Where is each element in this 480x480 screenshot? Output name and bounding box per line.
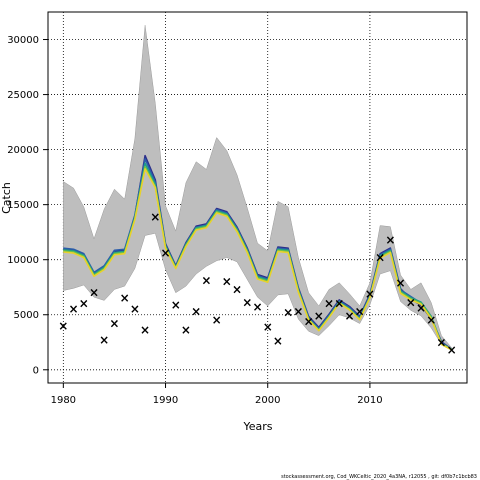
- x-tick-label: 2010: [357, 395, 382, 406]
- y-tick-label: 25000: [7, 90, 39, 101]
- observed-marker: ×: [181, 323, 191, 337]
- y-tick-label: 0: [33, 365, 39, 376]
- observed-marker: ×: [324, 297, 334, 311]
- observed-marker: ×: [120, 291, 130, 305]
- observed-marker: ×: [150, 210, 160, 224]
- observed-marker: ×: [201, 274, 211, 288]
- observed-marker: ×: [304, 314, 314, 328]
- observed-marker: ×: [222, 275, 232, 289]
- observed-marker: ×: [160, 246, 170, 260]
- axes: [47, 11, 468, 384]
- observed-marker: ×: [232, 282, 242, 296]
- observed-marker: ×: [140, 323, 150, 337]
- y-tick-label: 20000: [7, 145, 39, 156]
- observed-marker: ×: [406, 296, 416, 310]
- observed-marker: ×: [212, 313, 222, 327]
- observed-catch-markers: ×× ××××××××××××××××× ×××× ×× ×× ×× ×××××× ××××: [58, 210, 456, 357]
- observed-marker: ×: [79, 297, 89, 311]
- observed-marker: ×: [344, 309, 354, 323]
- observed-marker: ×: [109, 317, 119, 331]
- observed-marker: ×: [242, 296, 252, 310]
- observed-marker: ×: [355, 304, 365, 318]
- observed-marker: ×: [385, 233, 395, 247]
- y-tick-label: 15000: [7, 200, 39, 211]
- observed-marker: ×: [99, 333, 109, 347]
- observed-marker: ×: [396, 276, 406, 290]
- x-axis-title: Years: [242, 420, 272, 433]
- observed-marker: ×: [365, 287, 375, 301]
- observed-marker: ×: [293, 304, 303, 318]
- series-line-5: [63, 168, 453, 351]
- observed-marker: ×: [263, 320, 273, 334]
- x-tick-label: 2000: [255, 395, 280, 406]
- observed-marker: ×: [314, 309, 324, 323]
- footer-source: stockassessment.org, Cod_WKCeltic_2020_4…: [281, 474, 477, 480]
- y-tick-label: 30000: [7, 35, 39, 46]
- observed-marker: ×: [436, 335, 446, 349]
- observed-marker: ×: [334, 297, 344, 311]
- y-tick-label: 10000: [7, 255, 39, 266]
- observed-marker: ×: [69, 302, 79, 316]
- observed-marker: ×: [273, 334, 283, 348]
- plot-frame: [47, 11, 468, 384]
- observed-marker: ×: [191, 304, 201, 318]
- observed-marker: ×: [426, 313, 436, 327]
- y-axis-ticks: 0 5000 10000 15000 20000 25000 30000: [7, 35, 48, 376]
- x-tick-label: 1990: [153, 395, 178, 406]
- y-tick-label: 5000: [14, 310, 39, 321]
- y-axis-title: Catch: [0, 182, 13, 214]
- observed-marker: ×: [447, 343, 457, 357]
- observed-marker: ×: [416, 301, 426, 315]
- observed-marker: ×: [130, 302, 140, 316]
- observed-marker: ×: [58, 319, 68, 333]
- x-tick-label: 1980: [51, 395, 76, 406]
- x-axis-ticks: 1980 1990 2000 2010: [51, 383, 383, 406]
- observed-marker: ×: [171, 298, 181, 312]
- observed-marker: ×: [89, 286, 99, 300]
- observed-marker: ×: [252, 300, 262, 314]
- observed-marker: ×: [375, 250, 385, 264]
- observed-marker: ×: [283, 306, 293, 320]
- series-lines: [63, 154, 453, 351]
